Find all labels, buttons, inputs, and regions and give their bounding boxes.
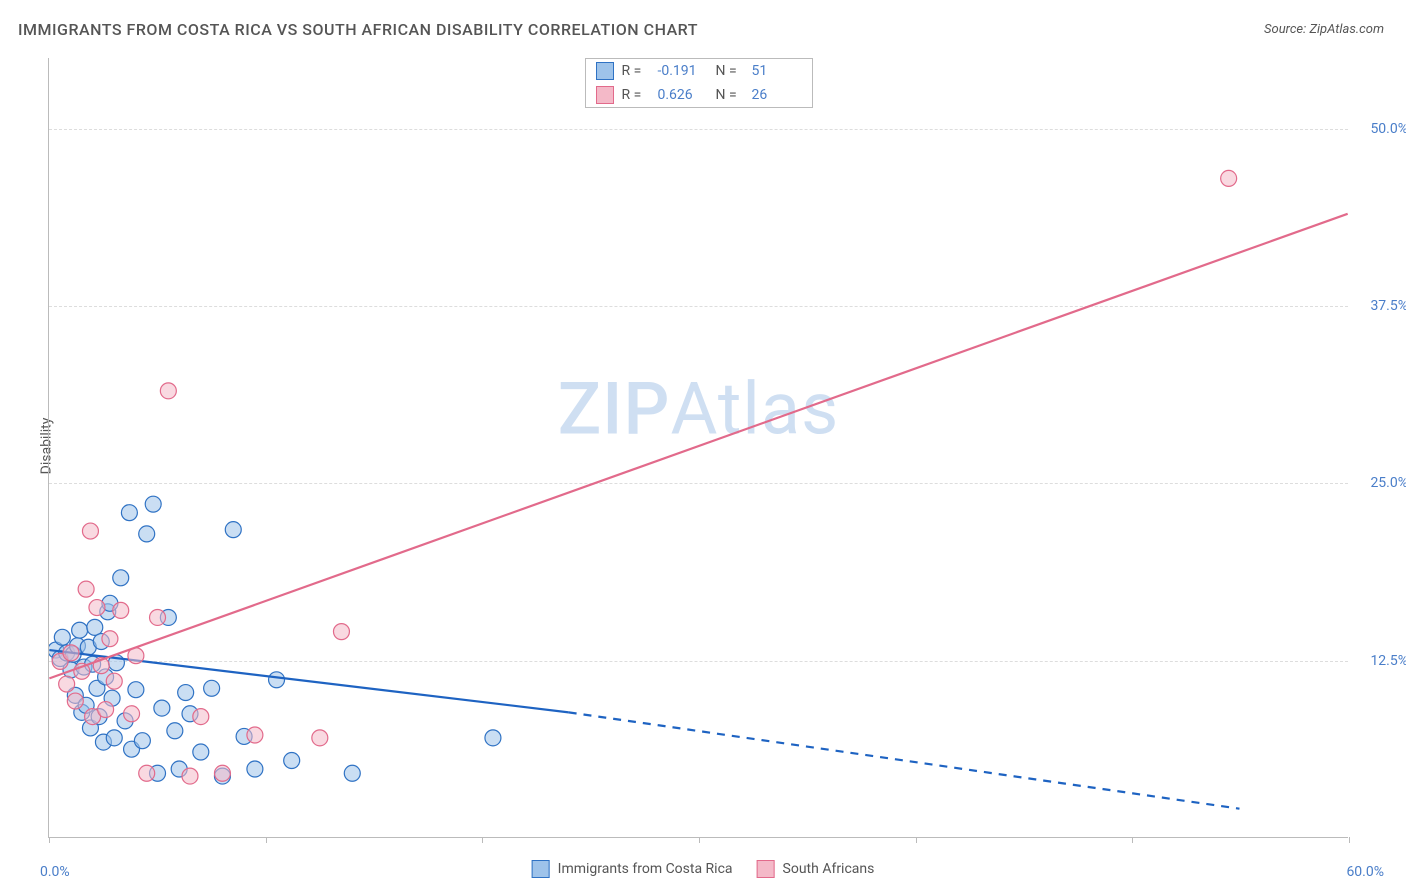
scatter-point — [145, 496, 161, 512]
scatter-point — [128, 682, 144, 698]
legend-r-value: 0.626 — [658, 87, 708, 103]
scatter-point — [284, 753, 300, 769]
trend-line — [49, 650, 568, 712]
scatter-point — [113, 602, 129, 618]
scatter-point — [182, 768, 198, 784]
x-tick — [266, 837, 267, 843]
legend-r-label: R = — [622, 87, 650, 103]
legend-swatch — [757, 860, 775, 878]
scatter-point — [1221, 170, 1237, 186]
legend-r-label: R = — [622, 63, 650, 79]
legend-label: South Africans — [783, 861, 875, 877]
scatter-point — [150, 609, 166, 625]
scatter-point — [82, 523, 98, 539]
scatter-point — [124, 706, 140, 722]
legend-n-value: 26 — [752, 87, 802, 103]
scatter-point — [204, 680, 220, 696]
scatter-point — [106, 730, 122, 746]
y-tick-label: 50.0% — [1370, 121, 1406, 137]
scatter-point — [98, 702, 114, 718]
x-tick — [916, 837, 917, 843]
scatter-point — [160, 383, 176, 399]
chart-plot-area: ZIPAtlas R =-0.191N =51R =0.626N =26 12.… — [48, 58, 1348, 838]
scatter-point — [214, 765, 230, 781]
legend-item: South Africans — [757, 860, 875, 878]
scatter-point — [154, 700, 170, 716]
scatter-point — [139, 526, 155, 542]
source-link[interactable]: ZipAtlas.com — [1309, 22, 1384, 37]
scatter-point — [269, 672, 285, 688]
trend-line-dashed — [569, 712, 1240, 808]
scatter-point — [333, 624, 349, 640]
scatter-point — [312, 730, 328, 746]
trend-line — [49, 214, 1347, 679]
scatter-point — [178, 685, 194, 701]
scatter-point — [78, 581, 94, 597]
scatter-point — [67, 693, 83, 709]
x-tick — [49, 837, 50, 843]
x-max-label: 60.0% — [1346, 864, 1384, 880]
legend-item: Immigrants from Costa Rica — [532, 860, 733, 878]
correlation-legend: R = -0.191 N = 51 R = 0.626 N = 26 — [585, 58, 813, 108]
scatter-point — [247, 761, 263, 777]
legend-swatch — [532, 860, 550, 878]
scatter-point — [63, 645, 79, 661]
scatter-point — [113, 570, 129, 586]
scatter-point — [247, 727, 263, 743]
x-tick — [1349, 837, 1350, 843]
legend-n-label: N = — [716, 87, 744, 103]
scatter-point — [72, 622, 88, 638]
x-tick — [1132, 837, 1133, 843]
source-attribution: Source: ZipAtlas.com — [1264, 22, 1384, 37]
scatter-point — [102, 631, 118, 647]
legend-swatch — [596, 86, 614, 104]
scatter-point — [59, 676, 75, 692]
scatter-point — [87, 619, 103, 635]
y-tick-label: 12.5% — [1370, 653, 1406, 669]
legend-row: R = 0.626 N = 26 — [586, 83, 812, 107]
scatter-point — [193, 744, 209, 760]
scatter-point — [89, 600, 105, 616]
scatter-point — [54, 629, 70, 645]
legend-swatch — [596, 62, 614, 80]
legend-r-value: -0.191 — [658, 63, 708, 79]
x-origin-label: 0.0% — [40, 864, 70, 880]
scatter-point — [485, 730, 501, 746]
legend-n-label: N = — [716, 63, 744, 79]
chart-title: IMMIGRANTS FROM COSTA RICA VS SOUTH AFRI… — [18, 20, 698, 39]
scatter-point — [225, 522, 241, 538]
chart-svg — [49, 58, 1348, 837]
legend-label: Immigrants from Costa Rica — [558, 861, 733, 877]
scatter-point — [121, 505, 137, 521]
source-label: Source: — [1264, 22, 1306, 37]
scatter-point — [106, 673, 122, 689]
x-tick — [699, 837, 700, 843]
legend-n-value: 51 — [752, 63, 802, 79]
scatter-point — [167, 723, 183, 739]
series-legend: Immigrants from Costa Rica South Africans — [532, 860, 875, 878]
y-tick-label: 37.5% — [1370, 298, 1406, 314]
scatter-point — [139, 765, 155, 781]
x-tick — [482, 837, 483, 843]
legend-row: R = -0.191 N = 51 — [586, 59, 812, 83]
scatter-point — [344, 765, 360, 781]
scatter-point — [193, 709, 209, 725]
scatter-point — [134, 733, 150, 749]
y-tick-label: 25.0% — [1370, 475, 1406, 491]
